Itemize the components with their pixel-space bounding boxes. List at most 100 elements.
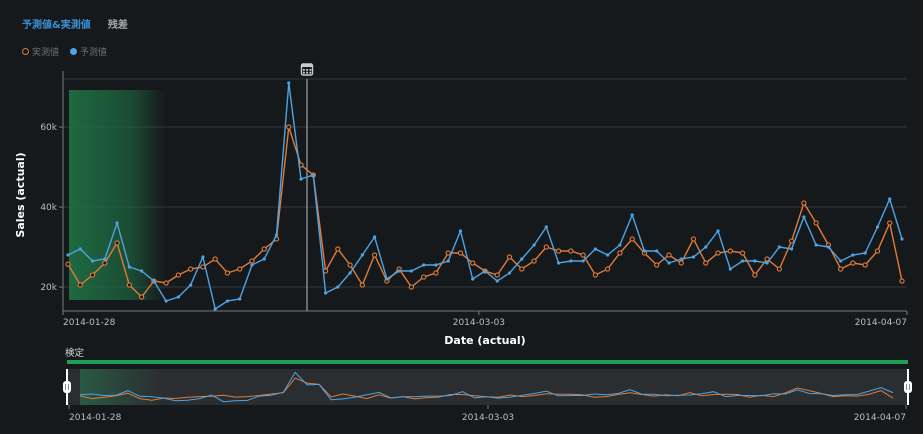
predicted-point bbox=[201, 255, 205, 259]
y-axis-label: Sales (actual) bbox=[14, 152, 27, 237]
predicted-point bbox=[299, 177, 303, 181]
actual-point bbox=[568, 248, 574, 254]
actual-point bbox=[249, 258, 255, 264]
actual-point bbox=[703, 260, 709, 266]
predicted-point bbox=[900, 237, 904, 241]
actual-point bbox=[335, 246, 341, 252]
actual-point bbox=[788, 238, 795, 244]
predicted-point bbox=[544, 225, 548, 229]
predicted-point bbox=[507, 271, 512, 275]
predicted-point bbox=[78, 247, 82, 251]
overview-tick-label: 2014-01-28 bbox=[69, 413, 122, 423]
actual-point bbox=[678, 260, 684, 266]
actual-point bbox=[408, 284, 415, 290]
actual-point bbox=[102, 260, 108, 266]
actual-point bbox=[126, 282, 132, 288]
predicted-point bbox=[606, 253, 610, 257]
tab-residual[interactable]: 残差 bbox=[107, 20, 128, 31]
grid-lines bbox=[63, 78, 907, 288]
actual-point bbox=[114, 240, 120, 246]
predicted-point bbox=[323, 291, 328, 295]
predicted-point bbox=[667, 261, 671, 265]
handle-grip bbox=[63, 381, 71, 393]
actual-point bbox=[65, 261, 71, 267]
actual-point bbox=[138, 294, 145, 300]
overview-chart[interactable]: 検定 2014-01-28 2014-03-03 2014-04-07 bbox=[63, 347, 912, 423]
x-axis-ticks: 2014-01-28 2014-03-03 2014-04-07 bbox=[62, 311, 908, 328]
overview-tick-label: 2014-04-07 bbox=[854, 413, 906, 423]
predicted-point bbox=[90, 259, 95, 263]
calendar-cell bbox=[309, 69, 312, 71]
actual-point bbox=[470, 260, 476, 266]
y-tick-label: 60k bbox=[40, 123, 57, 133]
calendar-cell bbox=[306, 71, 308, 74]
actual-point bbox=[421, 274, 427, 280]
legend-predicted-swatch bbox=[69, 48, 77, 55]
overview-plot-area bbox=[67, 369, 908, 405]
range-handle-left[interactable] bbox=[63, 369, 71, 405]
predicted-point bbox=[287, 81, 291, 85]
actual-point bbox=[286, 124, 292, 130]
legend-item-predicted[interactable]: 予測値 bbox=[69, 45, 107, 58]
actual-point bbox=[163, 280, 169, 286]
actual-point bbox=[752, 272, 758, 278]
handle-grip bbox=[904, 381, 912, 393]
calendar-cell bbox=[309, 71, 312, 74]
overview-tick-label: 2014-03-03 bbox=[462, 413, 514, 423]
predicted-point bbox=[225, 299, 230, 303]
predicted-point bbox=[422, 263, 426, 267]
chart-tabs: 予測値&実測値 残差 bbox=[22, 16, 142, 31]
predicted-point bbox=[851, 253, 855, 257]
actual-point bbox=[261, 246, 267, 252]
predicted-point bbox=[103, 257, 107, 261]
actual-point bbox=[224, 270, 231, 276]
predicted-point bbox=[630, 213, 634, 217]
predicted-point bbox=[164, 299, 168, 303]
predicted-point bbox=[569, 259, 573, 263]
x-tick-label: 2014-01-28 bbox=[63, 318, 116, 328]
actual-point bbox=[604, 266, 611, 272]
range-selector-bar[interactable] bbox=[67, 360, 908, 364]
actual-point bbox=[654, 262, 660, 268]
actual-point bbox=[592, 272, 599, 278]
predicted-point bbox=[262, 257, 266, 261]
actual-point bbox=[764, 256, 770, 262]
predicted-point bbox=[888, 197, 892, 201]
predicted-point bbox=[802, 215, 806, 219]
predicted-point bbox=[691, 255, 696, 259]
y-tick-label: 40k bbox=[40, 203, 57, 213]
predicted-point bbox=[704, 245, 708, 249]
actual-point bbox=[813, 220, 819, 226]
predicted-point bbox=[471, 277, 475, 281]
predicted-point bbox=[213, 307, 217, 311]
actual-point bbox=[543, 244, 549, 250]
predicted-point bbox=[532, 243, 536, 247]
legend-item-actual[interactable]: 実測値 bbox=[22, 45, 59, 58]
actual-point bbox=[690, 236, 697, 242]
series-group bbox=[65, 81, 905, 311]
actual-point bbox=[237, 266, 243, 272]
actual-point bbox=[874, 248, 881, 254]
predicted-point bbox=[127, 265, 131, 269]
calendar-icon[interactable] bbox=[300, 63, 314, 76]
actual-point bbox=[506, 254, 513, 260]
predicted-point bbox=[397, 269, 401, 273]
tab-forecast-actual[interactable]: 予測値&実測値 bbox=[22, 20, 91, 31]
legend-predicted-label: 予測値 bbox=[79, 48, 107, 58]
predicted-point bbox=[434, 263, 438, 267]
predicted-point bbox=[618, 243, 622, 247]
actual-point bbox=[715, 250, 721, 256]
range-handle-right[interactable] bbox=[904, 369, 912, 405]
actual-point bbox=[187, 266, 194, 272]
actual-point bbox=[727, 248, 733, 254]
actual-point bbox=[838, 266, 844, 272]
actual-point bbox=[212, 256, 218, 262]
predicted-point bbox=[483, 269, 487, 273]
actual-point bbox=[887, 220, 893, 226]
predicted-point bbox=[790, 247, 794, 251]
predicted-point bbox=[385, 277, 389, 281]
actual-point bbox=[359, 282, 366, 288]
calendar-header bbox=[301, 64, 313, 67]
predicted-point bbox=[495, 279, 499, 283]
